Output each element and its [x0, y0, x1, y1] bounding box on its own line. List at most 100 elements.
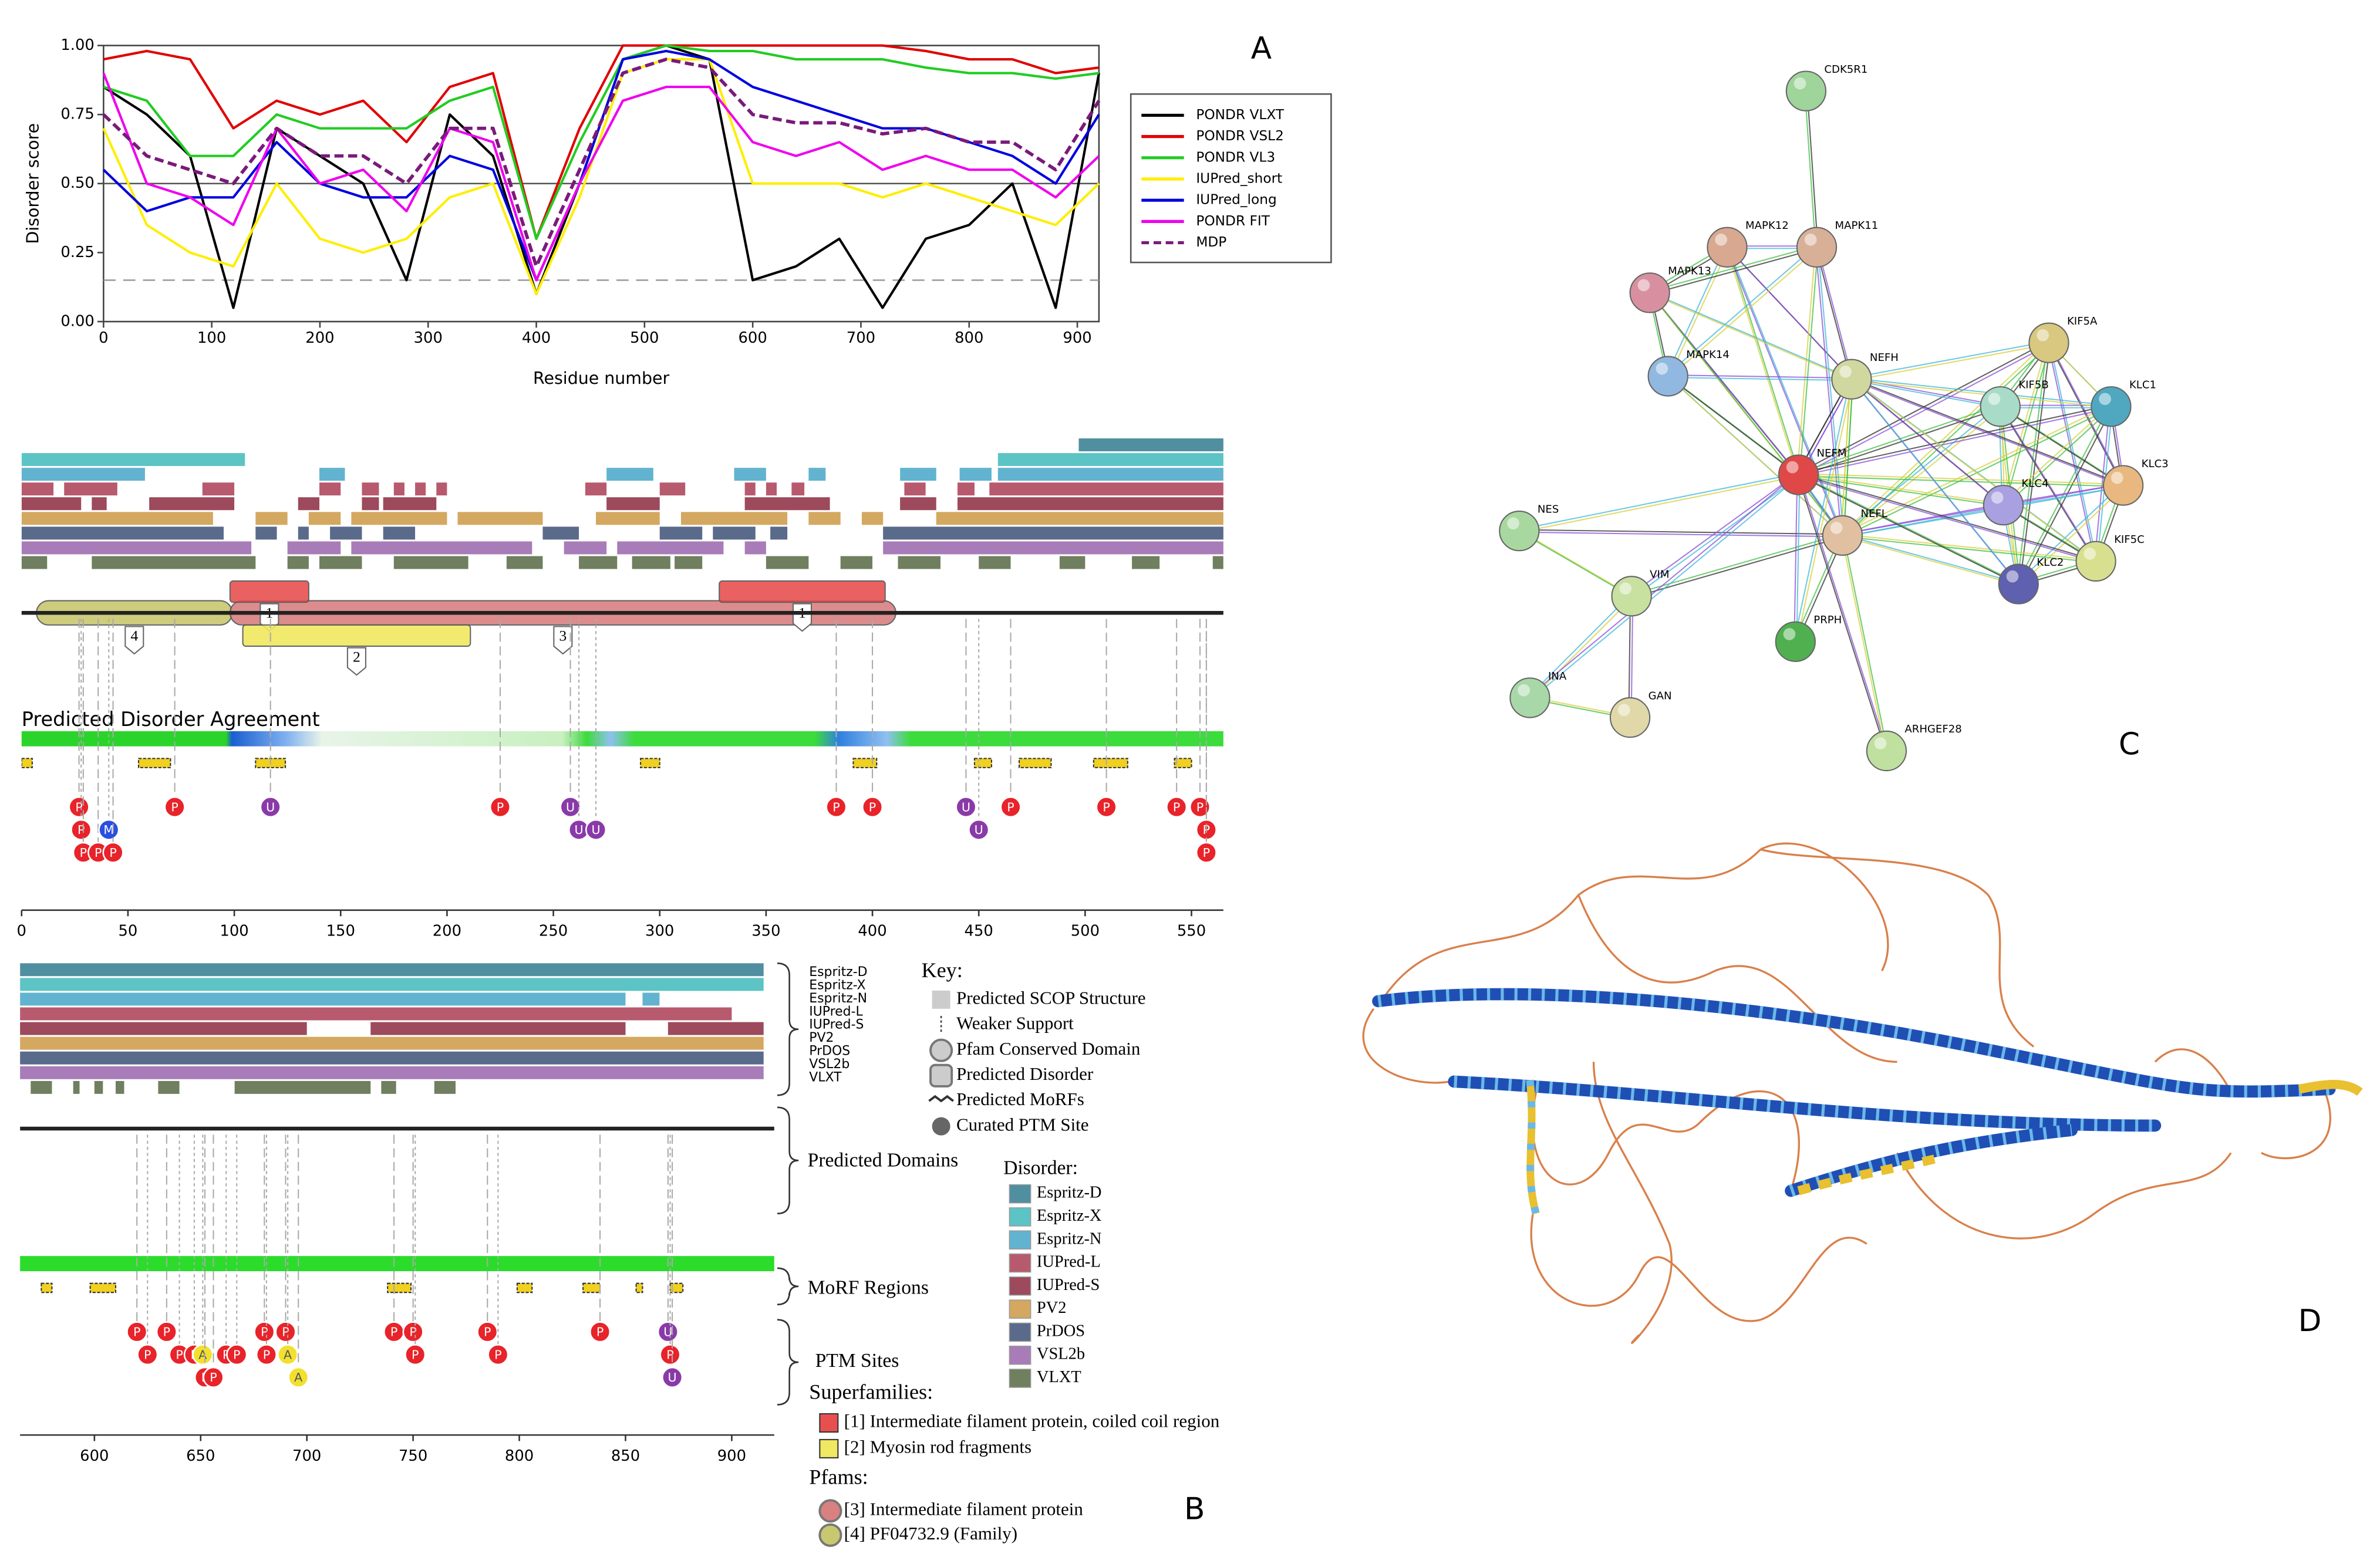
ptm-site	[402, 1321, 424, 1343]
node-highlight	[1656, 362, 1668, 375]
disorder-region	[202, 482, 235, 496]
protein-loop	[1896, 1152, 2232, 1240]
network-edge	[1843, 536, 2098, 563]
network-edge	[1843, 536, 1889, 752]
ptm-site	[585, 819, 607, 840]
network-node	[1778, 454, 1819, 495]
x-tick-label: 500	[630, 329, 659, 347]
node-highlight	[1991, 491, 2004, 504]
network-edge	[1852, 380, 2113, 408]
network-edge	[1799, 475, 2125, 488]
disorder-region	[713, 526, 756, 540]
disorder-region	[680, 512, 788, 525]
ptm-label: U	[574, 823, 583, 837]
morf	[89, 1282, 117, 1294]
domain-label: 3	[559, 627, 567, 644]
network-edge	[1806, 92, 1819, 249]
network-edge	[1841, 533, 2095, 561]
disorder-region	[957, 482, 975, 496]
legend-label: PONDR FIT	[1196, 213, 1270, 229]
disorder-region	[20, 1022, 307, 1035]
key-item: Predicted Disorder	[956, 1063, 1094, 1084]
disorder-region	[20, 1036, 764, 1050]
network-edge	[1796, 473, 2018, 583]
network-edge	[1850, 341, 2048, 379]
disorder-region	[415, 482, 426, 496]
domain-label: 4	[130, 627, 138, 644]
ptm-site	[404, 1344, 426, 1366]
network-edge	[1799, 475, 2005, 507]
disorder-region	[21, 482, 54, 496]
network-edge	[1531, 597, 1633, 700]
superfamily-item: [2] Myosin rod fragments	[844, 1437, 1031, 1457]
panel-label: A	[1251, 31, 1272, 66]
node-highlight	[1715, 234, 1727, 246]
network-node	[1831, 359, 1872, 400]
network-edge	[1648, 245, 1816, 292]
domain	[229, 580, 309, 603]
network-edge	[1797, 472, 2122, 485]
network-edge	[1843, 380, 1854, 537]
disorder-region	[585, 482, 607, 496]
disorder-region	[1132, 556, 1160, 569]
disorder-region	[675, 556, 703, 569]
disorder-region	[596, 512, 660, 525]
ptm-site	[288, 1366, 309, 1389]
disorder-region	[362, 497, 379, 511]
x-tick-label: 900	[1063, 329, 1091, 347]
track-name: IUPred-L	[809, 1004, 863, 1019]
ptm-site	[968, 819, 990, 840]
network-edge	[1728, 248, 1853, 381]
disorder-region	[287, 556, 309, 569]
disorder-region	[791, 482, 805, 496]
ptm-label: U	[975, 823, 983, 837]
x-tick-label: 600	[738, 329, 767, 347]
ptm-label: U	[266, 800, 275, 814]
disorder-region	[393, 482, 404, 496]
disorder-region	[31, 1080, 52, 1094]
track-name: IUPred-S	[809, 1018, 864, 1032]
disorder-region	[898, 556, 940, 569]
node-label: NEFM	[1816, 447, 1846, 460]
legend-label: PONDR VLXT	[1196, 107, 1285, 123]
network-edge	[1804, 89, 1816, 246]
node-highlight	[2111, 471, 2123, 484]
network-node	[1998, 563, 2039, 604]
x-tick-label: 700	[847, 329, 875, 347]
section-label: Predicted Domains	[808, 1150, 959, 1171]
disorder-region	[434, 1080, 456, 1094]
node-label: GAN	[1649, 690, 1672, 702]
ptm-site	[275, 1321, 296, 1343]
node-highlight	[1507, 517, 1519, 530]
x-tick-label: 0	[99, 329, 108, 347]
disorder-region	[617, 541, 724, 555]
morf	[852, 758, 878, 768]
ptm-site	[203, 1366, 224, 1389]
ptm-label: P	[176, 1348, 183, 1362]
x-tick-label: 200	[305, 329, 334, 347]
disorder-region	[20, 978, 764, 991]
disorder-region	[744, 482, 756, 496]
key-swatch	[1009, 1253, 1031, 1273]
key-track-name: PV2	[1037, 1299, 1067, 1317]
disorder-region	[564, 541, 607, 555]
x-tick-label: 250	[539, 923, 568, 940]
disorder-region	[319, 482, 341, 496]
ptm-label: P	[163, 1325, 170, 1339]
disorder-region	[744, 497, 830, 511]
legend-label: MDP	[1196, 234, 1226, 250]
key-track-name: VLXT	[1037, 1368, 1081, 1386]
network-edge	[1843, 505, 2005, 538]
track-name: VLXT	[809, 1070, 842, 1085]
node-label: KLC1	[2129, 379, 2156, 391]
disorder-region	[770, 526, 788, 540]
key-item: Pfam Conserved Domain	[956, 1038, 1141, 1059]
y-tick-label: 0.25	[60, 244, 95, 261]
morf	[516, 1282, 533, 1294]
ptm-site	[1166, 796, 1188, 818]
node-label: MAPK14	[1686, 349, 1730, 361]
x-tick-label: 600	[80, 1447, 109, 1465]
disorder-region	[94, 1080, 103, 1094]
network-edge	[2004, 407, 2113, 507]
domain-flag	[124, 626, 144, 655]
